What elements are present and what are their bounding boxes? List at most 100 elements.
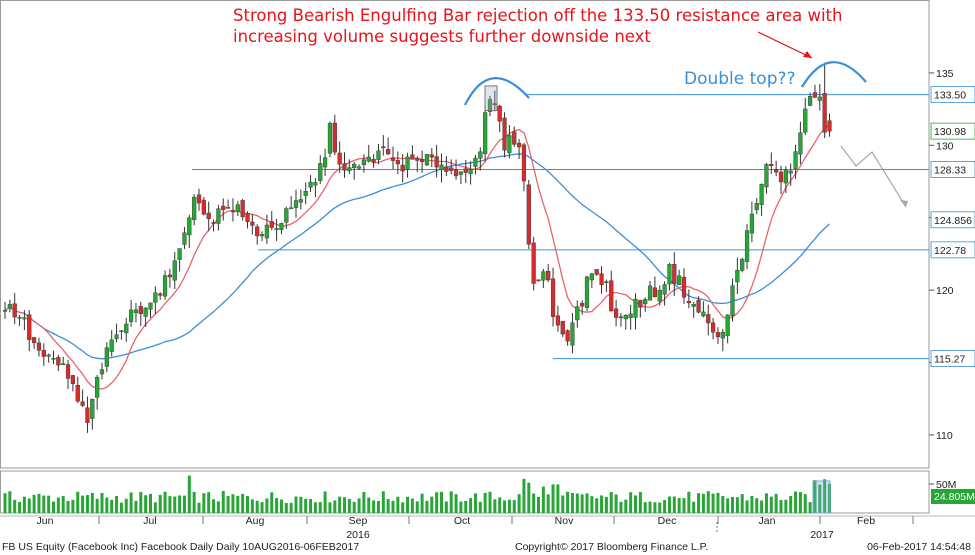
volume-bar [609,492,613,513]
candle-body [444,166,449,172]
volume-bar [105,497,109,513]
volume-bar [158,494,162,513]
candle-body [259,234,265,237]
volume-bar [473,493,477,513]
volume-bar [566,491,570,513]
volume-bar [56,497,60,513]
volume-bar [406,496,410,513]
volume-bar [512,500,516,513]
volume-bar [396,496,400,513]
volume-bar [246,495,249,513]
candle-body [754,203,759,211]
volume-bar [279,499,283,513]
candle-body [216,208,221,224]
volume-bar [692,501,696,513]
volume-bar [333,500,337,513]
annotation-arrow [757,31,813,59]
ma-tag-label: 124.856 [934,215,972,227]
volume-bar [711,493,715,513]
candle-body [46,354,51,357]
candle-body [720,331,725,339]
volume-bar [391,500,395,513]
candle-body [560,321,565,335]
candle-body [594,269,599,275]
candle-body [17,316,22,319]
candle-body [740,259,745,271]
double-top-label: Double top?? [684,69,796,89]
candle-body [138,306,143,314]
level-tag-box [930,350,975,367]
candle-body [158,293,163,296]
candle-body [764,164,769,188]
x-tick-label: Dec [658,515,677,527]
candle-body [652,287,657,298]
volume-bar [517,494,521,513]
volume-bar [357,498,361,513]
volume-bar [260,502,264,513]
candle-body [599,273,604,285]
candle-body [36,342,42,351]
level-tag-label: 128.33 [934,164,966,176]
volume-bar [386,499,390,513]
level-tag-box [930,86,975,104]
volume-bar [129,492,133,513]
volume-bar [580,494,584,513]
candle-body [434,156,439,168]
candle-body [390,157,396,161]
volume-bar [139,492,143,513]
candle-body [536,279,541,282]
candle-body [793,151,798,169]
candle-body [628,313,633,319]
volume-bar [478,501,482,513]
y-tick-label: 120 [936,285,954,297]
candle-body [361,159,366,165]
volume-bar [672,496,676,513]
candle-body [177,248,182,260]
volume-bar [61,496,65,513]
volume-bar [454,494,458,513]
volume-bar [493,499,497,513]
candle-body [769,164,774,166]
volume-bar [541,486,545,513]
volume-bar [677,498,681,513]
volume-bar [425,500,429,513]
candle-body [279,223,284,230]
candle-body [99,369,105,375]
volume-bar [149,493,152,513]
candle-body [672,263,677,284]
double-top-arc-left [464,77,530,106]
volume-bar [52,501,55,513]
candle-body [371,159,376,163]
x-tick-label: 2017 [810,529,834,541]
candle-body [313,182,318,186]
candle-body [211,222,216,224]
volume-bar [367,497,371,513]
volume-bar [100,492,104,513]
volume-bar [173,496,177,513]
volume-bar [604,496,608,513]
candle-body [61,363,66,366]
volume-bar [309,499,313,513]
y-tick-label: 110 [936,430,953,442]
last-price-tag-box [930,122,975,140]
candle-body [604,281,609,283]
volume-bar [115,495,119,513]
x-tick-label: Aug [246,515,265,527]
volume-bar [187,475,191,513]
volume-bar [192,492,196,513]
x-tick-label: Jul [143,515,156,527]
volume-bar [27,498,31,513]
volume-bar [546,494,550,513]
candle-body [356,166,362,169]
candle-body [570,322,575,346]
ma-tag-box [930,211,975,229]
footer-ticker: FB US Equity (Facebook Inc) Facebook Dai… [2,541,360,553]
candle-body [308,181,313,188]
candle-body [148,302,153,310]
annotation-line-1: Strong Bearish Engulfing Bar rejection o… [233,6,843,25]
candle-body [580,302,585,307]
level-tag-label: 122.78 [934,245,966,257]
volume-bar [250,499,254,513]
candle-body [80,401,85,406]
annotation-line-2: increasing volume suggests further downs… [233,27,651,46]
